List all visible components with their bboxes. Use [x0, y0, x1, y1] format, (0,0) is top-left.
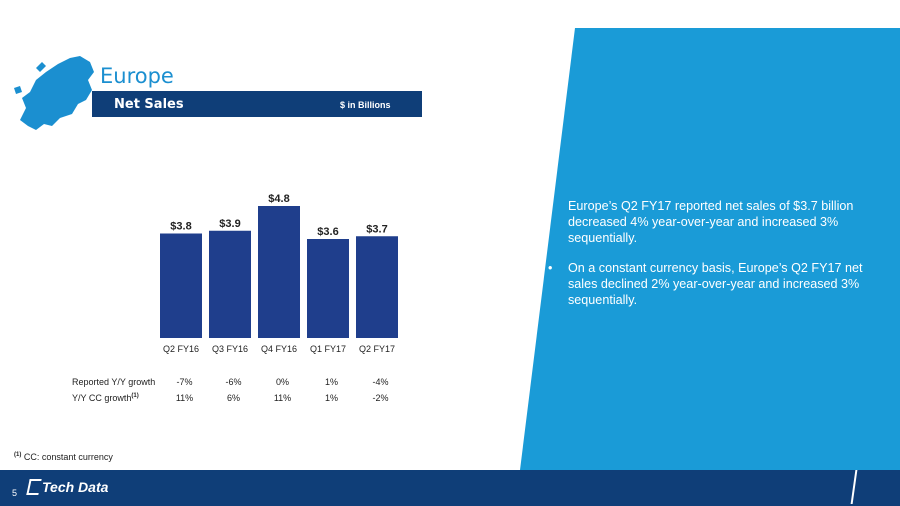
x-tick-label: Q4 FY16	[261, 344, 297, 354]
footnote-marker: (1)	[131, 393, 139, 399]
footnote: (1) CC: constant currency	[14, 452, 113, 462]
footnote-marker: (1)	[14, 452, 22, 458]
growth-cell: -6%	[225, 377, 242, 387]
growth-cell: 11%	[175, 393, 194, 403]
growth-row-cc: Y/Y CC growth(1) 11% 6% 11% 1% -2%	[72, 390, 405, 406]
footnote-text: CC: constant currency	[23, 452, 113, 462]
bar-q3-fy16	[209, 230, 251, 338]
data-label: $3.7	[366, 223, 387, 235]
net-sales-header: Net Sales $ in Billions	[92, 91, 422, 117]
growth-cell: 1%	[324, 393, 338, 403]
growth-cell: 6%	[226, 393, 240, 403]
bullet-item: • On a constant currency basis, Europe’s…	[548, 260, 888, 308]
bar-q1-fy17	[307, 239, 349, 338]
header-unit: $ in Billions	[340, 100, 391, 110]
growth-table: Reported Y/Y growth -7% -6% 0% 1% -4% Y/…	[72, 374, 405, 406]
growth-row-label: Y/Y CC growth(1)	[72, 393, 139, 403]
data-label: $4.8	[268, 193, 289, 205]
header-label: Net Sales	[114, 97, 184, 112]
tech-data-logo: Tech Data	[26, 478, 109, 496]
page-number: 5	[12, 488, 18, 498]
x-tick-label: Q2 FY16	[163, 344, 199, 354]
footer-bar	[0, 470, 900, 506]
bar-q2-fy17	[356, 236, 398, 338]
region-title: Europe	[100, 64, 174, 88]
growth-cell: -2%	[372, 393, 389, 403]
x-tick-label: Q3 FY16	[212, 344, 248, 354]
growth-cell: 0%	[275, 377, 289, 387]
bullet-text: Europe’s Q2 FY17 reported net sales of $…	[568, 199, 854, 245]
growth-cell: -4%	[372, 377, 389, 387]
data-label: $3.9	[219, 218, 240, 230]
growth-cell: 11%	[273, 393, 292, 403]
europe-map-icon	[14, 56, 94, 130]
logo-text: Tech Data	[42, 479, 109, 495]
x-tick-label: Q1 FY17	[310, 344, 346, 354]
blue-panel	[520, 28, 900, 470]
growth-row-label: Reported Y/Y growth	[72, 377, 156, 387]
bullet-dot-icon: •	[548, 199, 553, 213]
growth-cell: 1%	[324, 377, 338, 387]
bar-q4-fy16	[258, 206, 300, 338]
bar-q2-fy16	[160, 233, 202, 338]
commentary-bullets: • Europe’s Q2 FY17 reported net sales of…	[548, 198, 888, 322]
data-label: $3.6	[317, 226, 338, 238]
bullet-text: On a constant currency basis, Europe’s Q…	[568, 261, 863, 307]
bullet-dot-icon: •	[548, 261, 553, 275]
tech-data-logo-icon	[26, 479, 42, 495]
bullet-item: • Europe’s Q2 FY17 reported net sales of…	[548, 198, 888, 246]
growth-row-reported: Reported Y/Y growth -7% -6% 0% 1% -4%	[72, 374, 405, 390]
data-label: $3.8	[170, 221, 191, 233]
net-sales-bar-chart: $3.8 Q2 FY16 $3.9 Q3 FY16 $4.8 Q4 FY16 $3.6 Q1 …	[160, 193, 398, 354]
growth-cell: -7%	[176, 377, 193, 387]
x-tick-label: Q2 FY17	[359, 344, 395, 354]
